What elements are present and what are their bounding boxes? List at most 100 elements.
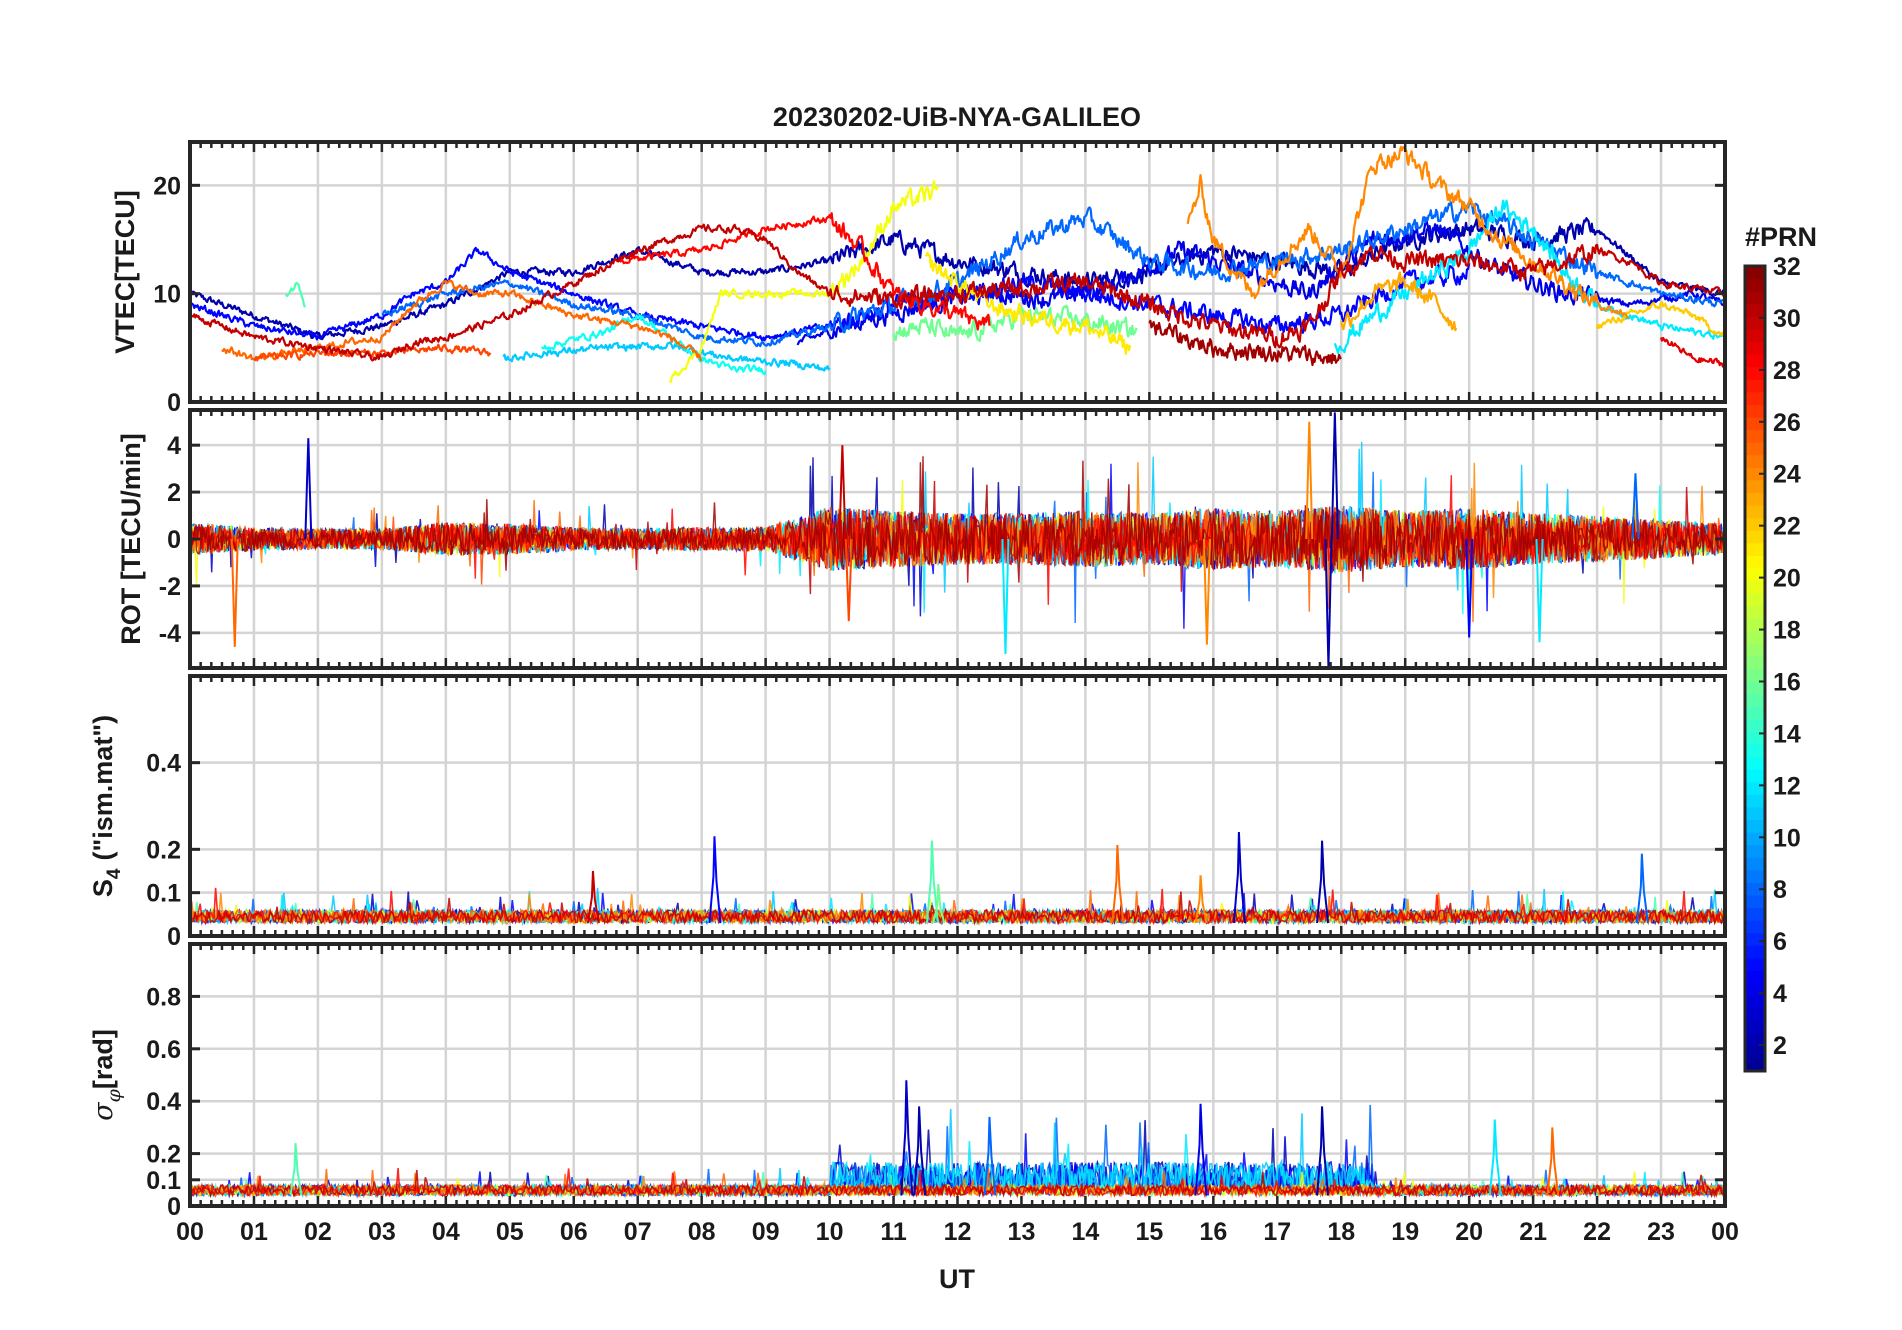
colorbar-block — [1745, 504, 1765, 519]
colorbar-block — [1745, 718, 1765, 732]
colorbar-tick-label: 12 — [1773, 772, 1801, 800]
colorbar-frame — [1743, 264, 1767, 1073]
colorbar-tick-label: 4 — [1773, 980, 1787, 1008]
sigma-panel: 00.10.2 0.4 0.6 0.8 σφ[rad] — [88, 942, 1727, 1221]
rot-series-prn-31 — [190, 456, 1725, 583]
x-tick-label: 20 — [1455, 1218, 1483, 1246]
colorbar-block — [1745, 832, 1765, 846]
colorbar-block — [1745, 379, 1765, 393]
colorbar-block — [1745, 970, 1765, 984]
vtec-series-prn-28 — [617, 212, 991, 331]
rot-spike — [1202, 538, 1211, 645]
x-tick-label: 09 — [752, 1218, 780, 1246]
colorbar-block — [1745, 1020, 1765, 1034]
colorbar-block — [1745, 429, 1765, 443]
vtec-series-prn-20 — [668, 180, 940, 383]
sigma-ytick-label: 0.8 — [146, 983, 181, 1011]
s4-ytick-label: 0.4 — [146, 750, 181, 778]
colorbar-block — [1745, 643, 1765, 657]
colorbar-block — [1745, 781, 1765, 795]
colorbar-block — [1745, 693, 1765, 707]
vtec-series-prn-21 — [924, 251, 1132, 355]
colorbar-block — [1745, 366, 1765, 380]
x-tick-label: 23 — [1647, 1218, 1675, 1246]
colorbar-block — [1745, 567, 1765, 582]
rot-ytick-label: -2 — [159, 573, 181, 601]
colorbar-block — [1745, 442, 1765, 456]
rot-spike — [844, 538, 853, 622]
rot-ytick-label: 0 — [167, 526, 181, 554]
sigma-series-prn-30 — [190, 1170, 1725, 1199]
colorbar-block — [1745, 517, 1765, 531]
colorbar-tick-label: 18 — [1773, 617, 1801, 645]
vtec-series-prn-30 — [190, 223, 1725, 362]
colorbar-block — [1745, 454, 1765, 468]
x-tick-label: 15 — [1135, 1218, 1163, 1246]
colorbar-block — [1745, 479, 1765, 494]
colorbar-title: #PRN — [1745, 222, 1817, 252]
vtec-series-prn-2 — [190, 217, 1725, 341]
sigma-ytick-label: 0.1 — [146, 1167, 181, 1195]
s4-ylabel-sub: 4 — [104, 868, 125, 879]
x-tick-label: 01 — [240, 1218, 268, 1246]
s4-ytick-label: 0.2 — [146, 836, 181, 864]
rot-panel: -4 -2 0 2 4 ROT [TECU/min] — [116, 408, 1727, 670]
sigma-spike — [1488, 1119, 1502, 1196]
x-tick-label: 21 — [1519, 1218, 1547, 1246]
vtec-ytick-label: 10 — [153, 281, 181, 309]
x-axis: 00 01 02 03 04 05 06 07 08 09 10 11 12 13 14 15 16 17 18 19… — [176, 1218, 1739, 1246]
colorbar-tick-label: 16 — [1773, 668, 1801, 696]
sigma-frame — [188, 942, 1727, 1208]
colorbar-block — [1745, 278, 1765, 292]
x-tick-label: 05 — [496, 1218, 524, 1246]
colorbar-block — [1745, 806, 1765, 821]
colorbar-block — [1745, 555, 1765, 569]
colorbar-block — [1745, 291, 1765, 305]
colorbar-tick-label: 2 — [1773, 1032, 1787, 1060]
colorbar-block — [1745, 354, 1765, 368]
sigma-ytick-label: 0.2 — [146, 1141, 181, 1169]
colorbar-block — [1745, 404, 1765, 418]
s4-frame — [188, 674, 1727, 938]
rot-spike — [1305, 421, 1314, 540]
colorbar-block — [1745, 1045, 1765, 1060]
colorbar-block — [1745, 731, 1765, 745]
colorbar-block — [1745, 580, 1765, 594]
s4-panel: 0 0.1 0.2 0.4 S4 ("ism.mat") — [88, 674, 1727, 951]
s4-ylabel-main: S — [88, 879, 118, 897]
sigma-ytick-label: 0.6 — [146, 1036, 181, 1064]
colorbar-block — [1745, 869, 1765, 883]
colorbar-tick-label: 14 — [1773, 720, 1801, 748]
colorbar-tick-label: 24 — [1773, 461, 1801, 489]
colorbar-block — [1745, 882, 1765, 896]
vtec-series-prn-16 — [892, 304, 1138, 342]
sigma-ylabel: σφ[rad] — [88, 1029, 125, 1121]
s4-spike — [1194, 875, 1208, 924]
rot-ytick-label: 2 — [167, 479, 181, 507]
rot-spike — [1330, 412, 1339, 540]
colorbar-block — [1745, 341, 1765, 355]
rot-ytick-label: -4 — [159, 620, 181, 648]
colorbar-block — [1745, 1008, 1765, 1022]
colorbar-block — [1745, 593, 1765, 607]
vtec-series-prn-26 — [253, 343, 492, 362]
vtec-ytick-label: 0 — [167, 389, 181, 417]
colorbar-block — [1745, 794, 1765, 808]
sigma-ylabel-rest: [rad] — [88, 1029, 118, 1089]
colorbar-block — [1745, 618, 1765, 632]
x-tick-label: 18 — [1327, 1218, 1355, 1246]
colorbar-block — [1745, 819, 1765, 833]
sigma-ytick-label: 0.4 — [146, 1088, 181, 1116]
vtec-series-prn-25 — [221, 279, 703, 362]
vtec-panel: 0 10 20 VTEC[TECU] — [110, 140, 1727, 417]
rot-spike — [1465, 538, 1474, 638]
x-tick-label: 08 — [688, 1218, 716, 1246]
rot-ylabel: ROT [TECU/min] — [116, 433, 146, 644]
colorbar-block — [1745, 530, 1765, 544]
x-tick-label: 14 — [1072, 1218, 1100, 1246]
colorbar-block — [1745, 630, 1765, 644]
colorbar-block — [1745, 266, 1765, 280]
s4-spike — [925, 840, 939, 924]
x-tick-label: 10 — [816, 1218, 844, 1246]
x-tick-label: 00 — [1711, 1218, 1739, 1246]
